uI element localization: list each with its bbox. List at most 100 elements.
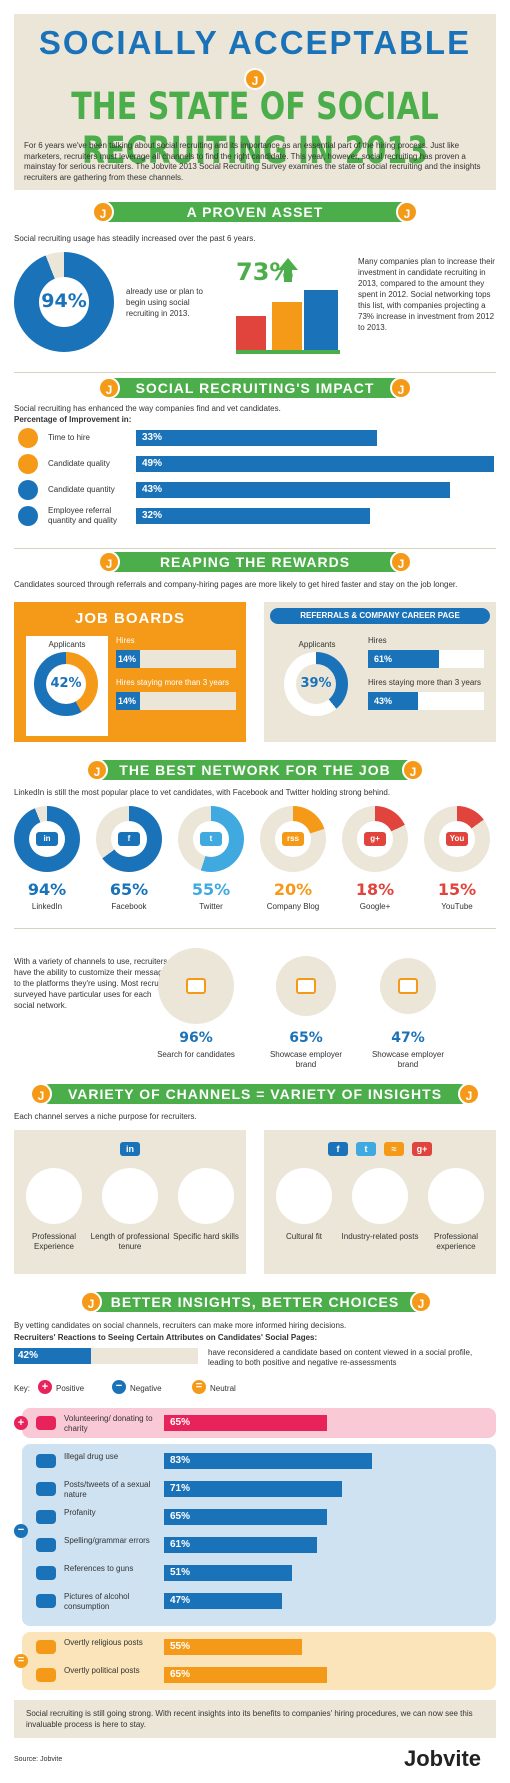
reaction-label: Volunteering/ donating to charity bbox=[64, 1414, 153, 1433]
reaction-icon bbox=[36, 1416, 56, 1430]
insights-label: Recruiters' Reactions to Seeing Certain … bbox=[14, 1333, 318, 1342]
reaction-bar: 55% bbox=[164, 1639, 302, 1655]
impact-bar: 32% bbox=[136, 508, 370, 524]
reaction-label: Overtly religious posts bbox=[64, 1638, 143, 1647]
variety-label: Professional experience bbox=[433, 1232, 479, 1251]
reaction-bar: 51% bbox=[164, 1565, 292, 1581]
impact-row-label: Employee referral quantity and quality bbox=[48, 506, 117, 525]
section-title-variety: VARIETY OF CHANNELS = VARIETY OF INSIGHT… bbox=[40, 1084, 470, 1104]
reconsider-bar-track: 42% bbox=[14, 1348, 198, 1364]
calendar-icon bbox=[102, 1168, 158, 1224]
reaction-bar: 61% bbox=[164, 1537, 317, 1553]
referral-icon bbox=[18, 506, 38, 526]
resume-icon bbox=[428, 1168, 484, 1224]
chart-icon bbox=[352, 1168, 408, 1224]
equals-icon: = bbox=[192, 1380, 206, 1394]
reaction-label: References to guns bbox=[64, 1564, 134, 1573]
reaction-bar: 83% bbox=[164, 1453, 372, 1469]
j-icon: J bbox=[390, 377, 412, 399]
j-icon: J bbox=[80, 1291, 102, 1313]
conclusion-box: Social recruiting is still going strong.… bbox=[14, 1700, 496, 1738]
network-name: LinkedIn bbox=[31, 902, 63, 911]
browser-icon bbox=[296, 978, 316, 994]
use-label: Showcase employer brand bbox=[269, 1050, 343, 1069]
network-pct: 94% bbox=[27, 880, 67, 899]
twitter-icon: t bbox=[200, 832, 222, 846]
twitter-icon: t bbox=[356, 1142, 376, 1156]
use-pct: 96% bbox=[179, 1030, 213, 1046]
reconsider-bar: 42% bbox=[14, 1348, 92, 1364]
reaction-icon bbox=[36, 1454, 56, 1468]
header: SOCIALLY ACCEPTABLE J THE STATE OF SOCIA… bbox=[14, 14, 496, 190]
section-title-impact: SOCIAL RECRUITING'S IMPACT bbox=[104, 378, 406, 398]
pct-94-text: already use or plan to begin using socia… bbox=[126, 287, 203, 318]
jobvite-brand-logo: Jobvite bbox=[404, 1746, 482, 1771]
reaction-icon bbox=[36, 1566, 56, 1580]
network-subtitle: LinkedIn is still the most popular place… bbox=[14, 788, 391, 797]
minus-icon: − bbox=[112, 1380, 126, 1394]
referrals-box: REFERRALS & COMPANY CAREER PAGE Applican… bbox=[264, 602, 496, 742]
reaction-icon bbox=[36, 1594, 56, 1608]
reaction-icon bbox=[36, 1668, 56, 1682]
section-title-proven: A PROVEN ASSET bbox=[98, 202, 412, 222]
variety-label: Specific hard skills bbox=[173, 1232, 239, 1241]
impact-subtitle: Social recruiting has enhanced the way c… bbox=[14, 404, 281, 413]
impact-row-label: Time to hire bbox=[48, 433, 90, 442]
buildings-icon bbox=[236, 290, 346, 360]
companyblog-icon: rss bbox=[282, 832, 304, 846]
reaction-icon bbox=[36, 1538, 56, 1552]
linkedin-icon: in bbox=[120, 1142, 140, 1156]
reaction-label: Overtly political posts bbox=[64, 1666, 140, 1675]
jobvite-logo-icon: J bbox=[244, 68, 266, 90]
plus-icon: + bbox=[14, 1416, 28, 1430]
j-icon: J bbox=[98, 551, 120, 573]
variety-label: Cultural fit bbox=[285, 1232, 322, 1241]
people-icon bbox=[18, 480, 38, 500]
impact-bar: 49% bbox=[136, 456, 494, 472]
plus-icon: + bbox=[38, 1380, 52, 1394]
reaction-bar: 47% bbox=[164, 1593, 282, 1609]
j-icon: J bbox=[458, 1083, 480, 1105]
subtitle: THE STATE OF SOCIAL RECRUITING IN 2013 bbox=[71, 85, 439, 173]
network-name: Facebook bbox=[111, 902, 147, 911]
reaction-bar: 65% bbox=[164, 1415, 327, 1431]
network-name: YouTube bbox=[441, 902, 473, 911]
magnifier-icon bbox=[186, 978, 206, 994]
reaction-bar: 65% bbox=[164, 1509, 327, 1525]
network-pct: 18% bbox=[355, 880, 395, 899]
network-name: Google+ bbox=[359, 902, 391, 911]
variety-label: Length of professional tenure bbox=[90, 1232, 170, 1251]
custom-text: With a variety of channels to use, recru… bbox=[14, 957, 174, 1010]
impact-row-label: Candidate quantity bbox=[48, 485, 115, 494]
job-boards-title: JOB BOARDS bbox=[74, 610, 185, 627]
chopsticks-icon bbox=[276, 1168, 332, 1224]
youtube-icon: You bbox=[446, 832, 468, 846]
arrow-up-icon bbox=[278, 258, 298, 270]
pct-94: 94% bbox=[41, 290, 87, 312]
use-label: Showcase employer brand bbox=[371, 1050, 445, 1069]
impact-bar: 43% bbox=[136, 482, 450, 498]
reaction-icon bbox=[36, 1640, 56, 1654]
j-icon: J bbox=[92, 201, 114, 223]
use-pct: 65% bbox=[289, 1030, 323, 1046]
network-name: Twitter bbox=[199, 902, 223, 911]
section-title-rewards: REAPING THE REWARDS bbox=[104, 552, 406, 572]
j-icon: J bbox=[30, 1083, 52, 1105]
network-pct: 20% bbox=[273, 880, 313, 899]
main-title: SOCIALLY ACCEPTABLE bbox=[38, 24, 472, 61]
network-name: Company Blog bbox=[266, 902, 320, 911]
variety-label: Industry-related posts bbox=[341, 1232, 419, 1241]
reaction-label: Posts/tweets of a sexual nature bbox=[64, 1480, 151, 1499]
conclusion-text: Social recruiting is still going strong.… bbox=[26, 1709, 473, 1729]
proven-subtitle: Social recruiting usage has steadily inc… bbox=[14, 234, 256, 243]
googleplus-icon: g+ bbox=[412, 1142, 432, 1156]
section-title-insights: BETTER INSIGHTS, BETTER CHOICES bbox=[84, 1292, 426, 1312]
pencil-icon bbox=[178, 1168, 234, 1224]
clock-icon bbox=[18, 428, 38, 448]
insights-subtitle: By vetting candidates on social channels… bbox=[14, 1321, 347, 1330]
person-icon bbox=[18, 454, 38, 474]
reaction-icon bbox=[36, 1510, 56, 1524]
j-icon: J bbox=[410, 1291, 432, 1313]
network-pct: 15% bbox=[437, 880, 477, 899]
variety-label: Professional Experience bbox=[31, 1232, 77, 1251]
